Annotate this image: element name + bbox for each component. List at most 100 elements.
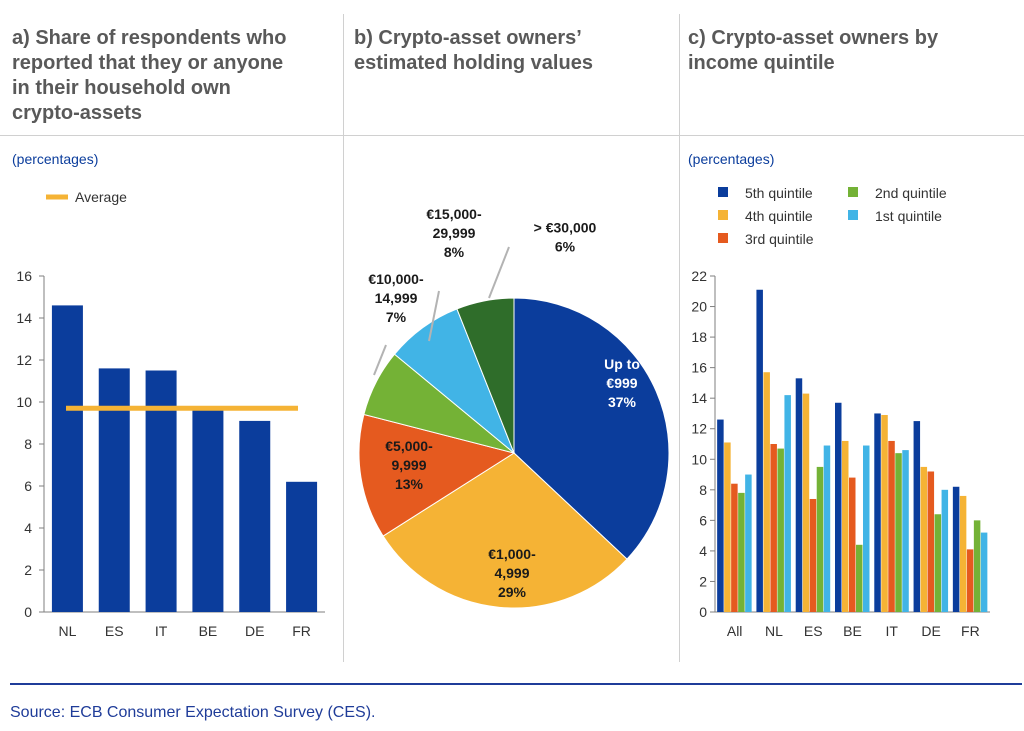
chart-c-bar-fr-q1 <box>980 532 988 612</box>
chart-c-bar-de-q5 <box>913 421 921 612</box>
chart-c-x-label-be: BE <box>843 623 862 639</box>
chart-b-slice-label-5-line-0: > €30,000 <box>534 220 597 236</box>
chart-c-y-tick-label-0: 0 <box>699 604 707 620</box>
chart-c-bar-be-q5 <box>835 402 842 612</box>
chart-c-bar-de-q4 <box>920 466 928 612</box>
chart-b-slice-label-2-line-0: €5,000- <box>385 438 433 454</box>
chart-a-y-tick-label-8: 16 <box>16 268 32 284</box>
chart-c-bar-it-q2 <box>895 453 902 612</box>
panel-a-title-line-3: in their household own <box>12 77 231 99</box>
chart-a-y-tick-label-5: 10 <box>16 394 32 410</box>
chart-c-grouped-bar-chart: 0 2 4 6 8 10 12 14 16 18 20 22 All NL ES BE IT DE FR 5th qu… <box>691 185 990 639</box>
chart-c-bar-de-q2 <box>934 514 942 612</box>
chart-c-x-label-fr: FR <box>961 623 980 639</box>
chart-b-leader-line-3 <box>373 344 387 376</box>
chart-c-x-label-it: IT <box>886 623 899 639</box>
chart-b-slice-label-3-line-2: 7% <box>386 309 407 325</box>
chart-c-bar-es-q2 <box>816 466 824 612</box>
chart-b-slice-label-1-line-2: 29% <box>498 584 527 600</box>
chart-b-slice-label-1-line-1: 4,999 <box>494 565 529 581</box>
chart-a-y-tick-label-7: 14 <box>16 310 32 326</box>
chart-c-bar-all-q3 <box>731 483 738 612</box>
chart-b-slice-label-2-line-1: 9,999 <box>391 457 426 473</box>
chart-b-pie-chart: Up to €999 37% €1,000- 4,999 29% €5,000- 9,999 1… <box>358 206 670 609</box>
chart-a-bar-fr <box>286 481 318 612</box>
chart-c-bar-nl-q5 <box>756 289 763 612</box>
chart-c-bar-it-q3 <box>888 440 895 612</box>
chart-b-leader-line-4 <box>428 290 440 342</box>
chart-c-y-tick-label-8: 16 <box>691 360 707 376</box>
chart-c-y-tick-label-1: 2 <box>699 573 707 589</box>
chart-b-slice-1 <box>382 452 628 609</box>
chart-c-legend-swatch-2 <box>718 233 728 243</box>
chart-c-y-tick-label-6: 12 <box>691 421 707 437</box>
chart-a-bar-chart: 0 2 4 6 8 10 12 14 16 NL ES IT BE DE FR Average <box>16 189 325 639</box>
chart-c-y-tick-label-5: 10 <box>691 451 707 467</box>
chart-a-x-label-fr: FR <box>292 623 311 639</box>
source-divider <box>10 683 1022 685</box>
chart-c-bar-be-q4 <box>842 440 849 612</box>
chart-c-bar-fr-q5 <box>952 486 960 612</box>
chart-c-legend-swatch-4 <box>848 210 858 220</box>
chart-b-slice-label-5-line-1: 6% <box>555 239 576 255</box>
chart-b-slice-label-4-line-0: €15,000- <box>426 206 482 222</box>
panel-a-title: a) Share of respondents who reported tha… <box>12 26 337 126</box>
chart-b-slice-label-3-line-0: €10,000- <box>368 271 424 287</box>
chart-c-x-label-es: ES <box>804 623 823 639</box>
chart-c-x-label-nl: NL <box>765 623 783 639</box>
chart-c-bar-all-q2 <box>738 492 745 612</box>
chart-c-y-tick-label-3: 6 <box>699 512 707 528</box>
chart-c-bar-be-q2 <box>856 544 863 612</box>
panel-a-title-line-2: reported that they or anyone <box>12 52 284 74</box>
chart-c-bar-nl-q2 <box>777 448 784 612</box>
chart-c-legend-label-3: 2nd quintile <box>875 185 947 201</box>
chart-a-bar-nl <box>51 305 83 612</box>
panel-c-title-line-2: income quintile <box>688 52 835 74</box>
chart-a-bar-es <box>98 368 130 612</box>
chart-c-x-label-de: DE <box>921 623 940 639</box>
chart-a-y-tick-label-1: 2 <box>24 562 32 578</box>
chart-b-slice-label-0-line-1: €999 <box>606 375 637 391</box>
separator-a-b <box>343 14 344 662</box>
chart-a-x-label-be: BE <box>199 623 218 639</box>
chart-b-slice-label-2-line-2: 13% <box>395 476 424 492</box>
chart-c-legend-swatch-1 <box>718 210 728 220</box>
title-separator <box>0 135 1024 136</box>
chart-c-y-tick-label-11: 22 <box>691 268 707 284</box>
panel-a-title-line-4: crypto-assets <box>12 102 143 124</box>
chart-c-bar-nl-q3 <box>770 444 777 612</box>
chart-a-y-tick-label-6: 12 <box>16 352 32 368</box>
chart-c-y-tick-label-4: 8 <box>699 482 707 498</box>
chart-a-bar-de <box>239 420 271 612</box>
chart-c-bar-es-q1 <box>823 445 831 612</box>
chart-c-bar-it-q5 <box>874 413 881 612</box>
chart-a-y-tick-label-2: 4 <box>24 520 32 536</box>
chart-c-bar-it-q4 <box>881 414 888 612</box>
chart-c-bar-fr-q2 <box>973 520 981 612</box>
chart-a-legend-label: Average <box>75 189 127 205</box>
chart-a-x-label-de: DE <box>245 623 264 639</box>
chart-b-slice-label-0-line-0: Up to <box>604 356 640 372</box>
chart-c-bar-it-q1 <box>902 450 909 612</box>
chart-c-legend-label-1: 4th quintile <box>745 208 813 224</box>
panel-c-units: (percentages) <box>688 151 775 167</box>
chart-a-y-tick-label-0: 0 <box>24 604 32 620</box>
chart-c-legend-swatch-0 <box>718 187 728 197</box>
panel-b-title-line-2: estimated holding values <box>354 52 593 74</box>
chart-b-slice-0 <box>513 297 670 560</box>
panel-b-title: b) Crypto-asset owners’ estimated holdin… <box>354 26 674 76</box>
chart-c-y-tick-label-7: 14 <box>691 390 707 406</box>
chart-c-bar-be-q3 <box>849 477 856 612</box>
chart-a-x-label-nl: NL <box>58 623 76 639</box>
panel-c-title: c) Crypto-asset owners by income quintil… <box>688 26 1018 76</box>
chart-a-y-tick-label-4: 8 <box>24 436 32 452</box>
chart-c-bar-all-q1 <box>745 474 752 612</box>
chart-c-y-tick-label-10: 20 <box>691 299 707 315</box>
chart-c-legend-label-4: 1st quintile <box>875 208 942 224</box>
chart-c-bar-fr-q4 <box>959 495 967 612</box>
chart-b-leader-line-5 <box>488 246 510 299</box>
chart-c-bar-all-q4 <box>724 442 731 612</box>
chart-a-y-tick-label-3: 6 <box>24 478 32 494</box>
chart-a-x-label-it: IT <box>155 623 168 639</box>
chart-c-legend-label-2: 3rd quintile <box>745 231 814 247</box>
